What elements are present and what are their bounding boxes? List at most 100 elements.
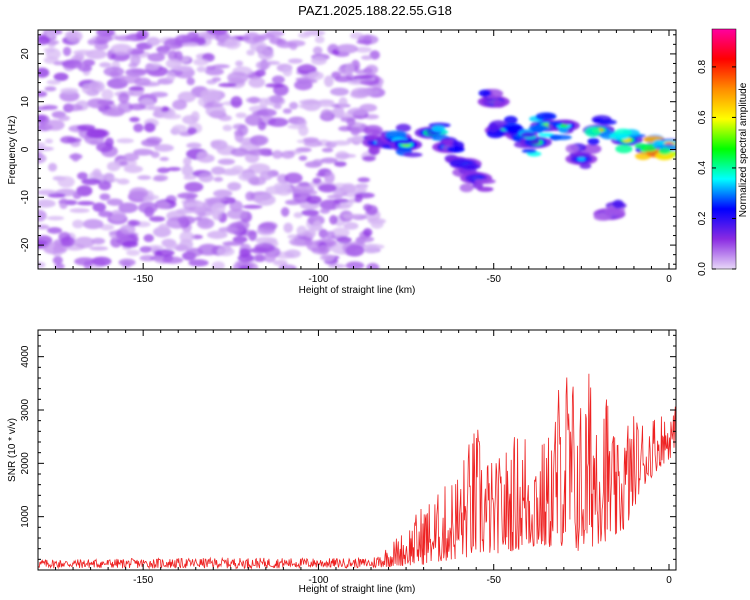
noise-cell — [254, 242, 275, 253]
noise-cell — [187, 127, 197, 135]
noise-cell — [206, 230, 228, 239]
noise-cell — [246, 49, 255, 56]
noise-cell — [157, 167, 170, 174]
noise-cell — [143, 234, 155, 243]
noise-cell — [323, 75, 334, 88]
noise-cell — [211, 77, 221, 82]
noise-cell — [224, 38, 241, 50]
noise-cell — [353, 74, 374, 80]
noise-cell — [44, 138, 54, 144]
noise-cell — [147, 106, 164, 111]
noise-cell — [200, 88, 221, 101]
noise-cell — [260, 221, 278, 230]
noise-cell — [78, 64, 93, 72]
noise-cell — [230, 96, 243, 108]
noise-cell — [120, 75, 142, 84]
noise-cell — [86, 98, 108, 109]
noise-cell — [196, 66, 207, 73]
noise-cell — [60, 87, 79, 94]
noise-cell — [259, 97, 268, 110]
noise-cell — [64, 104, 83, 112]
noise-cell — [76, 201, 95, 206]
signal-cell — [528, 124, 549, 132]
noise-cell — [53, 72, 69, 82]
signal-cell — [535, 112, 557, 121]
signal-cell — [474, 178, 496, 184]
noise-cell — [342, 213, 362, 219]
spectrogram-ylabel: Frequency (Hz) — [7, 116, 18, 185]
noise-cell — [117, 178, 130, 185]
noise-cell — [157, 223, 170, 236]
signal-cell — [561, 119, 573, 125]
noise-cell — [237, 253, 254, 263]
noise-cell — [94, 42, 109, 51]
noise-cell — [370, 219, 384, 229]
noise-cell — [95, 34, 113, 43]
noise-cell — [101, 89, 114, 101]
x-tick-label: -150 — [133, 274, 153, 285]
noise-cell — [272, 150, 283, 159]
noise-cell — [105, 177, 120, 183]
noise-cell — [193, 58, 209, 66]
noise-cell — [304, 229, 317, 238]
noise-cell — [47, 193, 66, 198]
noise-cell — [89, 246, 109, 251]
noise-cell — [293, 212, 303, 219]
snr-ylabel: SNR (10 * v/v) — [7, 418, 18, 482]
noise-cell — [154, 201, 170, 209]
noise-cell — [184, 181, 204, 193]
noise-cell — [183, 175, 197, 181]
noise-cell — [231, 165, 244, 174]
noise-cell — [280, 150, 295, 159]
y-tick-label: -20 — [20, 237, 31, 252]
noise-cell — [46, 215, 65, 221]
noise-cell — [159, 156, 170, 162]
signal-cell — [431, 125, 446, 132]
noise-cell — [333, 198, 350, 203]
noise-cell — [204, 67, 225, 76]
snr-xlabel: Height of straight line (km) — [299, 584, 416, 595]
signal-cell — [579, 163, 592, 169]
noise-cell — [296, 225, 307, 237]
noise-cell — [182, 156, 192, 166]
signal-cell — [403, 152, 423, 158]
x-tick-label: -150 — [133, 575, 153, 586]
noise-cell — [43, 47, 56, 53]
noise-cell — [307, 71, 324, 81]
noise-cell — [38, 153, 47, 164]
noise-cell — [247, 176, 267, 186]
noise-cell — [298, 103, 314, 109]
signal-cell — [368, 145, 380, 156]
noise-cell — [136, 30, 149, 40]
noise-cell — [167, 50, 178, 61]
noise-cell — [205, 105, 226, 118]
y-tick-label: 1000 — [20, 505, 31, 528]
noise-cell — [237, 124, 249, 136]
noise-cell — [271, 75, 285, 84]
noise-cell — [133, 148, 154, 156]
noise-cell — [161, 256, 184, 264]
noise-cell — [91, 256, 112, 267]
colorbar-gradient — [711, 28, 737, 270]
noise-cell — [139, 81, 161, 87]
noise-cell — [181, 164, 194, 177]
noise-cell — [142, 196, 154, 202]
signal-cell — [395, 123, 412, 132]
noise-cell — [181, 42, 199, 47]
noise-cell — [252, 110, 270, 116]
y-tick-label: 10 — [20, 96, 31, 108]
noise-cell — [48, 162, 58, 172]
noise-cell — [354, 69, 368, 75]
noise-cell — [206, 30, 228, 36]
noise-cell — [232, 236, 248, 243]
noise-cell — [177, 91, 196, 103]
noise-cell — [116, 138, 134, 144]
x-tick-label: -50 — [486, 274, 501, 285]
noise-cell — [82, 59, 96, 67]
noise-cell — [257, 48, 274, 61]
noise-cell — [121, 240, 139, 248]
noise-cell — [118, 258, 136, 267]
noise-cell — [363, 203, 373, 212]
colorbar-tick-label: 0.2 — [697, 211, 708, 225]
noise-cell — [359, 79, 380, 86]
